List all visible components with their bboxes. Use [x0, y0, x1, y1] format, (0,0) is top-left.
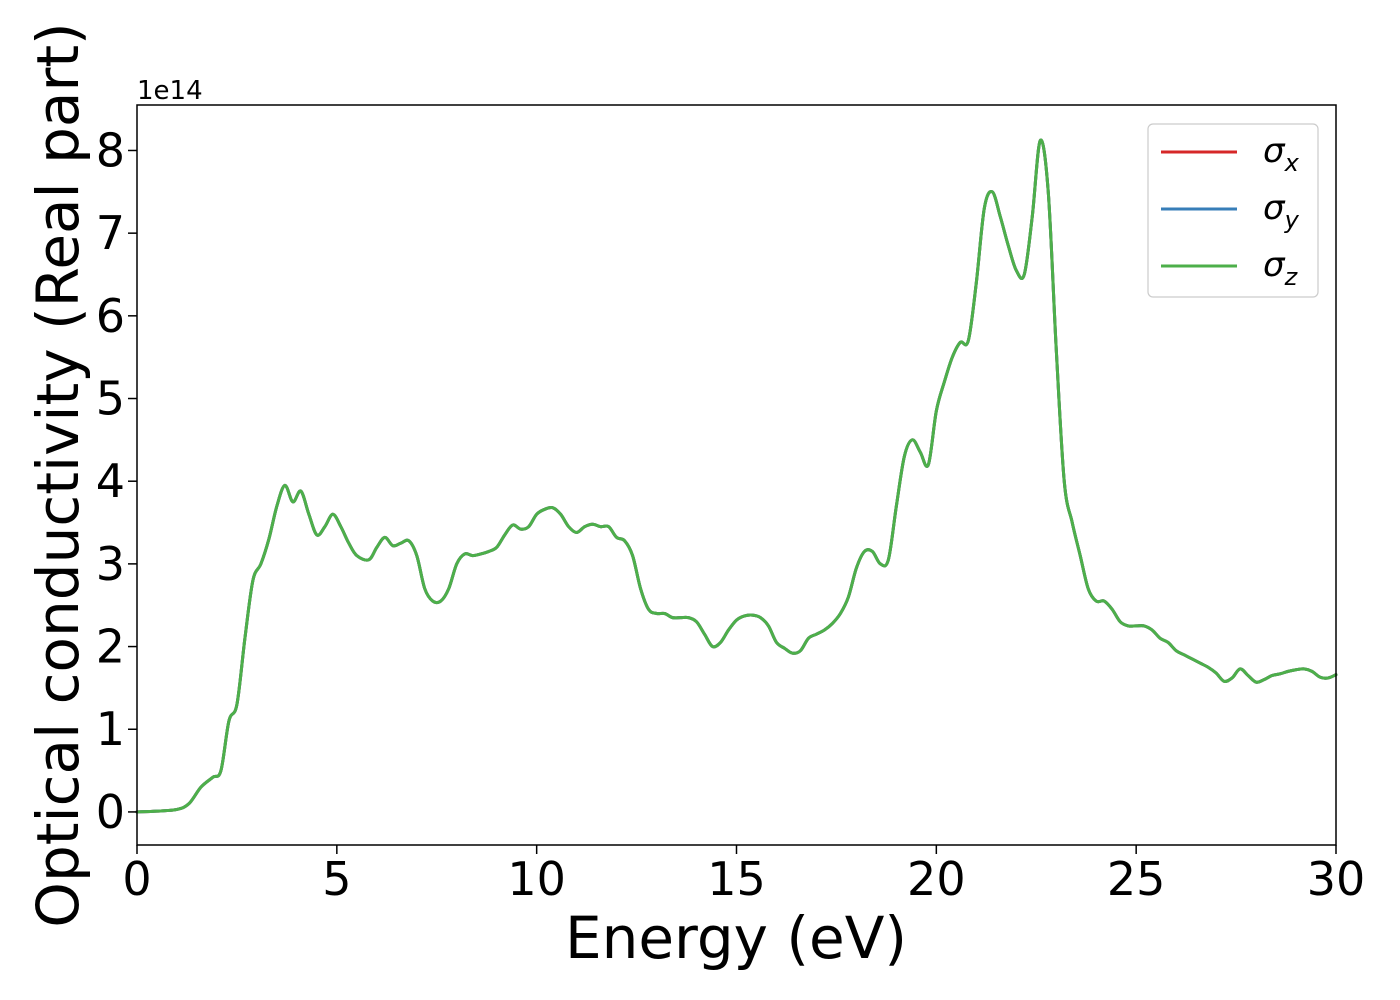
- y-tick-label: 7: [96, 206, 125, 260]
- legend-subscript: x: [1284, 149, 1300, 177]
- legend-subscript: z: [1284, 263, 1299, 291]
- x-axis-label: Energy (eV): [565, 904, 907, 972]
- y-tick-label: 4: [96, 454, 125, 508]
- x-tick-label: 5: [322, 852, 351, 906]
- x-tick-label: 25: [1107, 852, 1166, 906]
- y-offset-label: 1e14: [137, 76, 203, 106]
- y-axis: 0 1 2 3 4 5 6 7 8: [96, 123, 137, 839]
- y-tick-label: 2: [96, 620, 125, 674]
- x-tick-label: 15: [707, 852, 766, 906]
- y-tick-label: 5: [96, 372, 125, 426]
- y-axis-label: Optical conductivity (Real part): [24, 22, 92, 927]
- x-axis: 0 5 10 15 20 25 30: [122, 845, 1365, 906]
- series-line-sigma_z: [135, 138, 1338, 814]
- series-layer: [135, 138, 1338, 814]
- y-tick-label: 6: [96, 289, 125, 343]
- y-tick-label: 3: [96, 537, 125, 591]
- legend-symbol: σ: [1263, 188, 1286, 228]
- legend-label-z: σz: [1263, 245, 1299, 291]
- x-tick-label: 0: [122, 852, 151, 906]
- legend-label-x: σx: [1263, 131, 1300, 177]
- legend-symbol: σ: [1263, 131, 1286, 171]
- y-tick-label: 0: [96, 785, 125, 839]
- legend-subscript: y: [1284, 206, 1300, 234]
- y-tick-label: 8: [96, 123, 125, 177]
- legend-label-y: σy: [1263, 188, 1300, 234]
- legend-symbol: σ: [1263, 245, 1286, 285]
- x-tick-label: 30: [1307, 852, 1366, 906]
- x-tick-label: 20: [907, 852, 966, 906]
- x-tick-label: 10: [507, 852, 566, 906]
- y-tick-label: 1: [96, 702, 125, 756]
